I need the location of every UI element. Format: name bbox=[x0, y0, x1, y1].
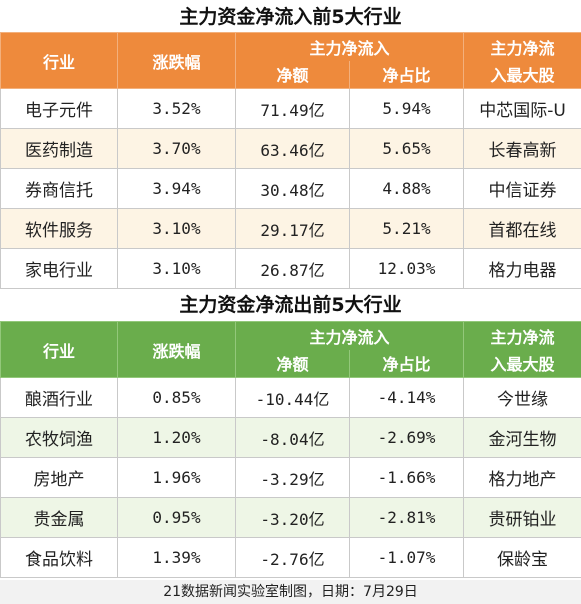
cell-amount: -10.44亿 bbox=[235, 377, 350, 418]
header-top-stock-line2: 入最大股 bbox=[463, 349, 581, 378]
cell-amount: -3.29亿 bbox=[235, 457, 350, 498]
cell-ratio: 5.21% bbox=[348, 208, 465, 249]
cell-change: 3.52% bbox=[117, 88, 236, 129]
header-net-amount: 净额 bbox=[235, 60, 350, 89]
header-net-ratio: 净占比 bbox=[348, 60, 465, 89]
cell-change: 0.85% bbox=[117, 377, 236, 418]
header-net-ratio: 净占比 bbox=[348, 349, 465, 378]
cell-stock: 贵研铂业 bbox=[463, 497, 581, 538]
table-row: 食品饮料 1.39% -2.76亿 -1.07% 保龄宝 bbox=[0, 537, 581, 578]
cell-industry: 券商信托 bbox=[0, 168, 118, 209]
footer-credit: 21数据新闻实验室制图，日期：7月29日 bbox=[0, 580, 581, 604]
header-change: 涨跌幅 bbox=[117, 321, 236, 378]
cell-ratio: -1.66% bbox=[348, 457, 465, 498]
cell-amount: 71.49亿 bbox=[235, 88, 350, 129]
cell-ratio: 4.88% bbox=[348, 168, 465, 209]
cell-amount: -3.20亿 bbox=[235, 497, 350, 538]
cell-industry: 家电行业 bbox=[0, 248, 118, 289]
cell-ratio: -1.07% bbox=[348, 537, 465, 578]
cell-change: 3.70% bbox=[117, 128, 236, 169]
cell-industry: 食品饮料 bbox=[0, 537, 118, 578]
table-row: 家电行业 3.10% 26.87亿 12.03% 格力电器 bbox=[0, 248, 581, 289]
header-top-stock-line1: 主力净流 bbox=[463, 32, 581, 61]
cell-stock: 首都在线 bbox=[463, 208, 581, 249]
header-net-flow-group: 主力净流入 bbox=[234, 321, 465, 350]
cell-change: 3.10% bbox=[117, 208, 236, 249]
cell-ratio: -4.14% bbox=[348, 377, 465, 418]
table-row: 酿酒行业 0.85% -10.44亿 -4.14% 今世缘 bbox=[0, 377, 581, 418]
table-row: 农牧饲渔 1.20% -8.04亿 -2.69% 金河生物 bbox=[0, 417, 581, 458]
cell-ratio: -2.69% bbox=[348, 417, 465, 458]
header-top-stock-line1: 主力净流 bbox=[463, 321, 581, 350]
table-row: 贵金属 0.95% -3.20亿 -2.81% 贵研铂业 bbox=[0, 497, 581, 538]
cell-change: 1.39% bbox=[117, 537, 236, 578]
table-row: 电子元件 3.52% 71.49亿 5.94% 中芯国际-U bbox=[0, 88, 581, 129]
cell-stock: 金河生物 bbox=[463, 417, 581, 458]
cell-change: 3.10% bbox=[117, 248, 236, 289]
cell-industry: 贵金属 bbox=[0, 497, 118, 538]
table-row: 医药制造 3.70% 63.46亿 5.65% 长春高新 bbox=[0, 128, 581, 169]
cell-industry: 电子元件 bbox=[0, 88, 118, 129]
cell-stock: 中芯国际-U bbox=[463, 88, 581, 129]
table-row: 券商信托 3.94% 30.48亿 4.88% 中信证券 bbox=[0, 168, 581, 209]
cell-stock: 保龄宝 bbox=[463, 537, 581, 578]
cell-ratio: 5.65% bbox=[348, 128, 465, 169]
cell-stock: 格力地产 bbox=[463, 457, 581, 498]
cell-stock: 格力电器 bbox=[463, 248, 581, 289]
cell-stock: 中信证券 bbox=[463, 168, 581, 209]
header-net-flow-group: 主力净流入 bbox=[234, 32, 465, 61]
outflow-title: 主力资金净流出前5大行业 bbox=[179, 294, 402, 316]
cell-ratio: 5.94% bbox=[348, 88, 465, 129]
cell-industry: 农牧饲渔 bbox=[0, 417, 118, 458]
cell-amount: 63.46亿 bbox=[235, 128, 350, 169]
cell-change: 0.95% bbox=[117, 497, 236, 538]
cell-ratio: -2.81% bbox=[348, 497, 465, 538]
header-industry: 行业 bbox=[0, 321, 118, 378]
cell-industry: 医药制造 bbox=[0, 128, 118, 169]
cell-change: 1.96% bbox=[117, 457, 236, 498]
cell-amount: 26.87亿 bbox=[235, 248, 350, 289]
header-top-stock-line2: 入最大股 bbox=[463, 60, 581, 89]
inflow-table: 行业 涨跌幅 主力净流入 主力净流 净额 净占比 入最大股 电子元件 3.52%… bbox=[0, 32, 581, 289]
cell-amount: 30.48亿 bbox=[235, 168, 350, 209]
cell-industry: 酿酒行业 bbox=[0, 377, 118, 418]
header-change: 涨跌幅 bbox=[117, 32, 236, 89]
table-row: 软件服务 3.10% 29.17亿 5.21% 首都在线 bbox=[0, 208, 581, 249]
outflow-table: 行业 涨跌幅 主力净流入 主力净流 净额 净占比 入最大股 酿酒行业 0.85%… bbox=[0, 321, 581, 578]
inflow-title: 主力资金净流入前5大行业 bbox=[179, 6, 402, 28]
cell-industry: 房地产 bbox=[0, 457, 118, 498]
cell-stock: 今世缘 bbox=[463, 377, 581, 418]
table-row: 房地产 1.96% -3.29亿 -1.66% 格力地产 bbox=[0, 457, 581, 498]
cell-change: 1.20% bbox=[117, 417, 236, 458]
cell-amount: 29.17亿 bbox=[235, 208, 350, 249]
cell-change: 3.94% bbox=[117, 168, 236, 209]
cell-stock: 长春高新 bbox=[463, 128, 581, 169]
header-industry: 行业 bbox=[0, 32, 118, 89]
cell-amount: -8.04亿 bbox=[235, 417, 350, 458]
header-net-amount: 净额 bbox=[235, 349, 350, 378]
cell-amount: -2.76亿 bbox=[235, 537, 350, 578]
cell-ratio: 12.03% bbox=[348, 248, 465, 289]
cell-industry: 软件服务 bbox=[0, 208, 118, 249]
